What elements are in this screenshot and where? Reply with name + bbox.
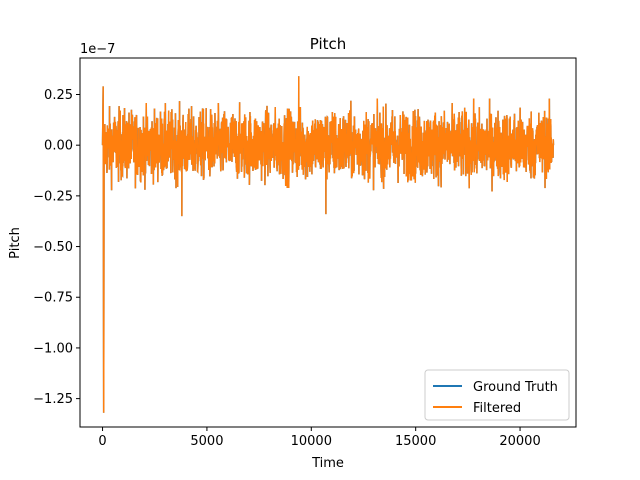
y-axis: 0.25 0.00 −0.25 −0.50 −0.75 −1.00 −1.25: [33, 88, 80, 407]
y-tick-label: −0.50: [33, 240, 73, 255]
x-tick-label: 20000: [499, 434, 540, 449]
chart-title: Pitch: [310, 35, 347, 53]
legend-label-filtered: Filtered: [473, 401, 521, 416]
legend-label-ground-truth: Ground Truth: [473, 380, 558, 395]
plot-frame: [79, 57, 577, 428]
y-tick-label: −1.25: [33, 392, 73, 407]
x-tick-label: 0: [98, 434, 106, 449]
series-line-filtered: [101, 76, 555, 413]
y-tick-label: −0.25: [33, 189, 73, 204]
x-axis-label: Time: [311, 456, 344, 471]
plot-area: [101, 76, 555, 413]
x-axis: 0 5000 10000 15000 20000: [98, 427, 541, 449]
x-tick-label: 10000: [291, 434, 332, 449]
y-tick-label: 0.00: [44, 139, 73, 154]
axes-frame: [79, 57, 577, 428]
y-tick-label: −0.75: [33, 291, 73, 306]
y-tick-label: 0.25: [44, 88, 73, 103]
y-scale-offset: 1e−7: [80, 42, 115, 57]
y-tick-label: −1.00: [33, 341, 73, 356]
x-tick-label: 15000: [395, 434, 436, 449]
series-layer: [101, 76, 555, 413]
y-axis-label: Pitch: [8, 227, 23, 259]
x-tick-label: 5000: [190, 434, 223, 449]
legend: Ground Truth Filtered: [424, 369, 570, 421]
